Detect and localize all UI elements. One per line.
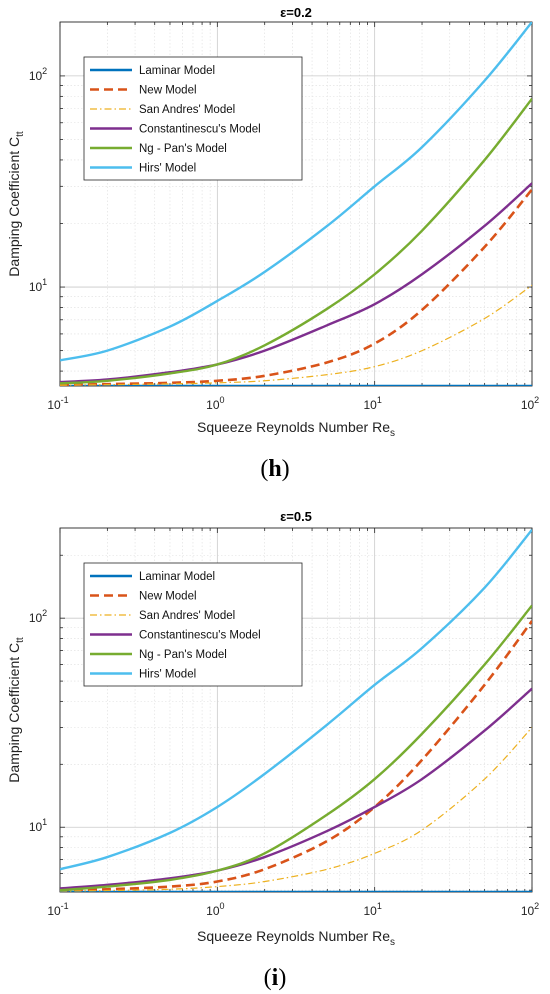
- series-line: [60, 604, 532, 892]
- legend: Laminar Model New Model San Andres' Model C…: [83, 562, 303, 687]
- series-lines: [60, 528, 532, 892]
- series-line: [60, 687, 532, 890]
- x-tick-label: 102: [521, 901, 539, 918]
- y-tick-label: 102: [29, 608, 47, 625]
- y-tick-label: 101: [29, 277, 47, 294]
- x-tick-label: 100: [206, 395, 224, 412]
- x-tick-label: 102: [521, 395, 539, 412]
- legend-box: [83, 562, 303, 687]
- legend-label: Constantinescu's Model: [139, 630, 261, 642]
- legend-label: Constantinescu's Model: [139, 124, 261, 136]
- x-axis-label: Squeeze Reynolds Number Res: [197, 928, 395, 948]
- chart-title: ε=0.2: [280, 5, 312, 20]
- panel-label: (i): [264, 965, 287, 991]
- x-tick-label: 101: [363, 901, 381, 918]
- legend: Laminar Model New Model San Andres' Model C…: [83, 56, 303, 181]
- legend-label: San Andres' Model: [139, 610, 235, 622]
- y-tick-label: 102: [29, 66, 47, 83]
- series-line: [60, 727, 532, 892]
- panel-label: (h): [260, 456, 289, 482]
- chart-panel: 10-1 100 101 102 101 102 Laminar Model New Mode…: [6, 509, 539, 991]
- y-axis-label: Damping Coefficient Ctt: [6, 637, 26, 783]
- legend-label: San Andres' Model: [139, 104, 235, 116]
- series-line: [60, 528, 532, 871]
- x-tick-label: 10-1: [47, 395, 68, 412]
- series-line: [60, 22, 532, 362]
- y-axis-label: Damping Coefficient Ctt: [6, 131, 26, 277]
- chart-title: ε=0.5: [280, 509, 312, 524]
- legend-box: [83, 56, 303, 181]
- legend-label: New Model: [139, 85, 197, 97]
- x-tick-label: 10-1: [47, 901, 68, 918]
- x-tick-label: 101: [363, 395, 381, 412]
- y-tick-label: 101: [29, 817, 47, 834]
- series-line: [60, 620, 532, 892]
- series-line: [60, 182, 532, 384]
- x-axis-label: Squeeze Reynolds Number Res: [197, 419, 395, 439]
- x-tick-label: 100: [206, 901, 224, 918]
- legend-label: Laminar Model: [139, 571, 215, 583]
- legend-label: Hirs' Model: [139, 163, 196, 175]
- legend-label: New Model: [139, 591, 197, 603]
- legend-label: Hirs' Model: [139, 669, 196, 681]
- series-lines: [60, 22, 532, 386]
- legend-label: Ng - Pan's Model: [139, 143, 227, 155]
- legend-label: Laminar Model: [139, 65, 215, 77]
- legend-label: Ng - Pan's Model: [139, 649, 227, 661]
- series-line: [60, 188, 532, 386]
- series-line: [60, 97, 532, 385]
- chart-panel: 10-1 100 101 102 101 102 Laminar Model New Mode…: [6, 5, 539, 482]
